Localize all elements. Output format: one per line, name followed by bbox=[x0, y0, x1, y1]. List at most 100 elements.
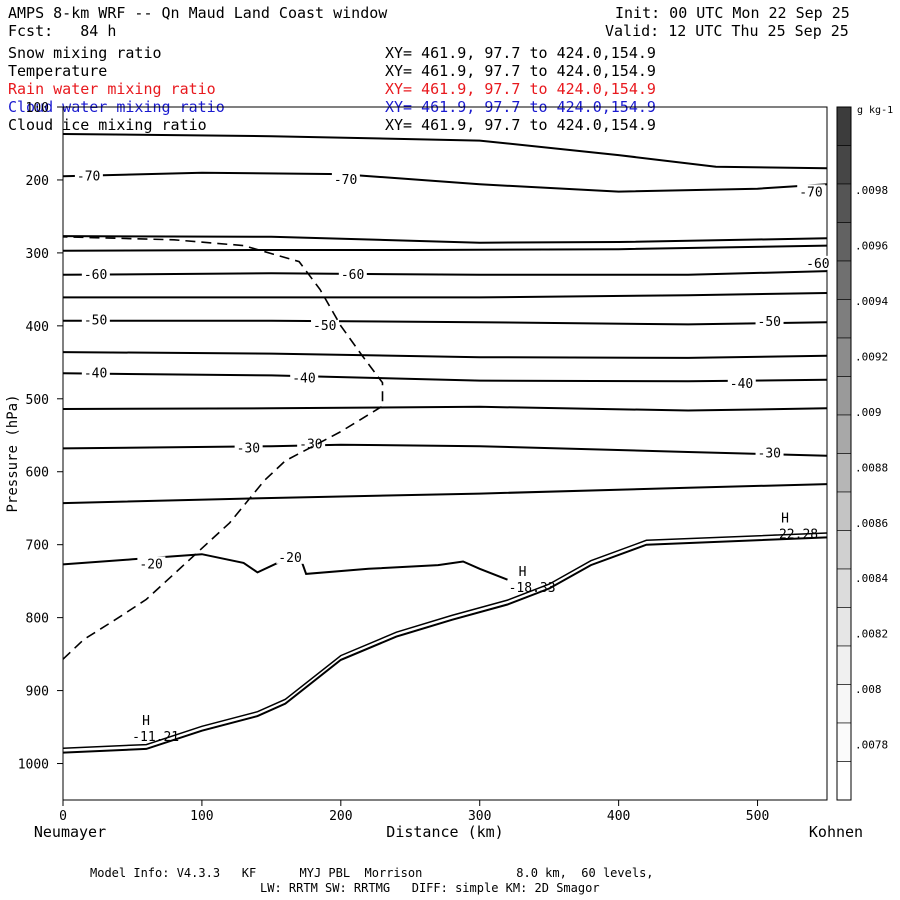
isotherm-line bbox=[62, 171, 828, 193]
y-tick-label: 100 bbox=[26, 101, 49, 116]
isotherm-line bbox=[62, 244, 828, 252]
x-tick-label: 0 bbox=[59, 809, 67, 824]
x-tick-label: 300 bbox=[468, 809, 491, 824]
x-tick-label: 200 bbox=[329, 809, 352, 824]
valid-time: Valid: 12 UTC Thu 25 Sep 25 bbox=[605, 22, 849, 40]
high-marker: H bbox=[781, 511, 789, 526]
isotherm-line bbox=[62, 372, 828, 383]
colorbar-swatch bbox=[836, 761, 852, 801]
isotherm-label-bg bbox=[727, 376, 756, 391]
isotherm-label: -60 bbox=[806, 257, 829, 272]
init-time: Init: 00 UTC Mon 22 Sep 25 bbox=[615, 4, 850, 22]
legend-xy: XY= 461.9, 97.7 to 424.0,154.9 bbox=[385, 80, 656, 98]
isotherm-label-bg bbox=[331, 171, 360, 186]
colorbar-tick-label: .0098 bbox=[855, 184, 888, 197]
colorbar-swatch bbox=[836, 568, 852, 608]
x-end-label: Kohnen bbox=[809, 823, 863, 841]
isotherm-label: -30 bbox=[237, 441, 260, 456]
isotherm-label: -70 bbox=[77, 169, 100, 184]
terrain-contour-upper bbox=[62, 532, 828, 749]
isotherm-line bbox=[62, 270, 828, 276]
colorbar-swatch bbox=[836, 491, 852, 531]
isotherm-label: -50 bbox=[84, 314, 107, 329]
legend-label: Rain water mixing ratio bbox=[8, 80, 216, 98]
colorbar-unit: g kg-1 bbox=[857, 105, 893, 116]
isotherm-label: -30 bbox=[758, 447, 781, 462]
y-tick-label: 1000 bbox=[18, 758, 49, 773]
isotherm-label-bg bbox=[755, 314, 784, 329]
colorbar-swatch bbox=[836, 145, 852, 185]
colorbar-swatch bbox=[836, 607, 852, 647]
isotherm-label-bg bbox=[311, 317, 340, 332]
colorbar-swatch bbox=[836, 684, 852, 724]
isotherm-label-bg bbox=[74, 168, 103, 183]
colorbar-swatch bbox=[836, 106, 852, 146]
legend-xy: XY= 461.9, 97.7 to 424.0,154.9 bbox=[385, 44, 656, 62]
isotherm-line bbox=[63, 292, 828, 299]
colorbar-swatch bbox=[836, 645, 852, 685]
terrain-contour bbox=[62, 536, 828, 754]
colorbar-tick-label: .0092 bbox=[855, 350, 888, 363]
x-tick-label: 100 bbox=[190, 809, 213, 824]
colorbar-tick-label: .0084 bbox=[855, 572, 888, 585]
colorbar-tick-label: .0096 bbox=[855, 240, 888, 253]
isotherm-label: -70 bbox=[799, 185, 822, 200]
colorbar-swatch bbox=[836, 453, 852, 493]
isotherm-label-bg bbox=[755, 445, 784, 460]
colorbar-tick-label: .0094 bbox=[855, 295, 888, 308]
legend-label: Temperature bbox=[8, 62, 108, 80]
isotherm-label: -60 bbox=[84, 268, 107, 283]
legend-label: Snow mixing ratio bbox=[8, 44, 162, 62]
colorbar-swatch bbox=[836, 299, 852, 339]
isotherm-label-bg bbox=[81, 365, 110, 380]
isotherm-label-bg bbox=[338, 266, 367, 281]
colorbar-swatch bbox=[836, 414, 852, 454]
y-axis-label: Pressure (hPa) bbox=[5, 394, 21, 512]
isotherm-line bbox=[62, 443, 828, 457]
x-tick-label: 500 bbox=[746, 809, 769, 824]
y-tick-label: 900 bbox=[26, 685, 49, 700]
colorbar-frame bbox=[836, 106, 852, 801]
isotherm-label: -50 bbox=[758, 315, 781, 330]
legend-xy: XY= 461.9, 97.7 to 424.0,154.9 bbox=[385, 62, 656, 80]
isotherm-line bbox=[62, 235, 828, 244]
legend-xy: XY= 461.9, 97.7 to 424.0,154.9 bbox=[385, 116, 656, 134]
isotherm-line bbox=[62, 483, 828, 505]
isotherm-line bbox=[63, 319, 828, 326]
colorbar-swatch bbox=[836, 222, 852, 262]
high-marker: H bbox=[519, 565, 527, 580]
isotherm-label: -30 bbox=[299, 438, 322, 453]
y-tick-label: 300 bbox=[26, 247, 49, 262]
model-info: Model Info: V4.3.3 KF MYJ PBL Morrison 8… bbox=[90, 866, 654, 880]
isotherm-label-bg bbox=[81, 312, 110, 327]
colorbar-swatch bbox=[836, 337, 852, 377]
isotherm-label: -50 bbox=[313, 319, 336, 334]
colorbar-swatch bbox=[836, 183, 852, 223]
colorbar-tick-label: .0088 bbox=[855, 461, 888, 474]
legend-label: Cloud ice mixing ratio bbox=[8, 116, 207, 134]
high-marker: H bbox=[142, 714, 150, 729]
isotherm-label: -40 bbox=[730, 377, 753, 392]
isotherm-line bbox=[62, 351, 828, 359]
isotherm-label-bg bbox=[290, 370, 319, 385]
colorbar-tick-label: .0086 bbox=[855, 517, 888, 530]
isotherm-label: -60 bbox=[341, 268, 364, 283]
isotherm-label-bg bbox=[234, 440, 263, 455]
y-tick-label: 500 bbox=[26, 393, 49, 408]
isotherm-line bbox=[62, 405, 828, 412]
isotherm-label-bg bbox=[276, 549, 305, 564]
colorbar-tick-label: .0082 bbox=[855, 628, 888, 641]
y-tick-label: 400 bbox=[26, 320, 49, 335]
isotherm-label-bg bbox=[137, 556, 166, 571]
isotherm-line bbox=[62, 133, 828, 170]
forecast-hour: Fcst: 84 h bbox=[8, 22, 117, 40]
colorbar-swatch bbox=[836, 376, 852, 416]
colorbar-tick-label: .008 bbox=[855, 683, 882, 696]
isotherm-label-bg bbox=[804, 255, 833, 270]
colorbar-swatch bbox=[836, 530, 852, 570]
isotherm-label: -70 bbox=[334, 173, 357, 188]
y-tick-label: 800 bbox=[26, 612, 49, 627]
colorbar-tick-label: .009 bbox=[855, 406, 882, 419]
snow-mixing-ratio-line bbox=[62, 236, 384, 660]
